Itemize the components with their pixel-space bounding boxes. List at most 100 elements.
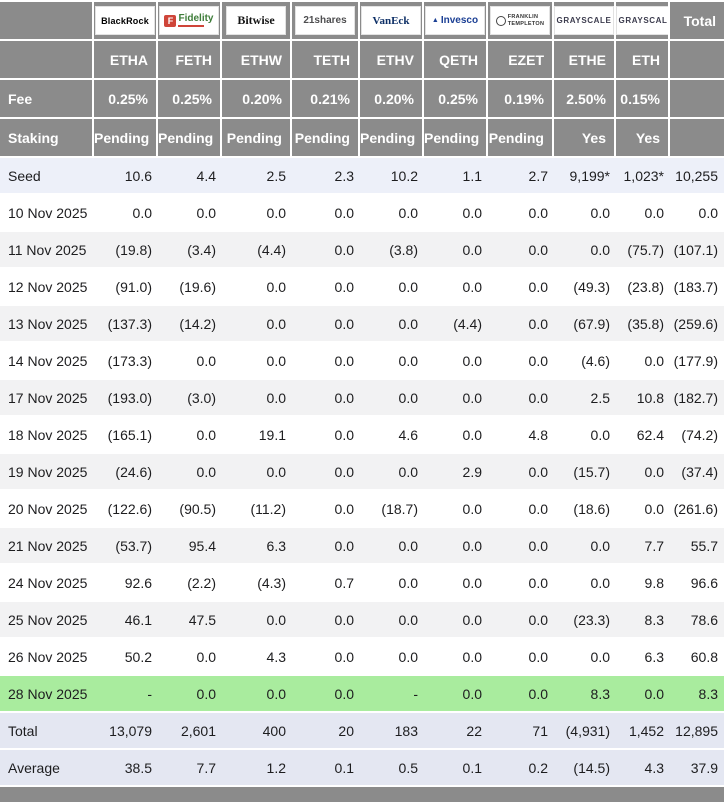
flow-value-cell: 0.0: [554, 195, 616, 232]
flow-value-cell: 0.0: [424, 676, 488, 713]
table-row: 20 Nov 2025 (122.6) (90.5) (11.2) 0.0 (18.7) 0…: [0, 491, 724, 528]
provider-logo-grayscale-ethe: GRAYSCALE: [554, 2, 616, 41]
flow-value-cell: 0.0: [488, 454, 554, 491]
flow-value-cell: 62.4: [616, 417, 670, 454]
flow-value-cell: 9.8: [616, 565, 670, 602]
row-label: Total: [0, 713, 94, 750]
flow-value-cell: 19.1: [222, 417, 292, 454]
row-label: 17 Nov 2025: [0, 380, 94, 417]
flow-value-cell: 78.6: [670, 602, 724, 639]
flow-value-cell: 0.0: [424, 269, 488, 306]
flow-value-cell: 0.0: [488, 343, 554, 380]
flow-value-cell: 0.0: [424, 491, 488, 528]
flow-value-cell: (259.6): [670, 306, 724, 343]
staking-total-cell: [670, 119, 724, 158]
flow-value-cell: 0.0: [292, 343, 360, 380]
fee-cell: 0.15%: [616, 80, 670, 119]
flow-value-cell: 1,452: [616, 713, 670, 750]
staking-cell: Yes: [554, 119, 616, 158]
flow-value-cell: -: [360, 676, 424, 713]
flow-value-cell: 10.2: [360, 158, 424, 195]
flow-value-cell: 0.0: [424, 639, 488, 676]
flow-value-cell: (37.4): [670, 454, 724, 491]
flow-value-cell: 92.6: [94, 565, 158, 602]
fidelity-logo: F Fidelity: [159, 6, 219, 35]
provider-logo-blackrock: BlackRock: [94, 2, 158, 41]
vaneck-logo: VanEck: [361, 6, 421, 35]
flow-value-cell: 0.0: [424, 602, 488, 639]
fidelity-logo-text: Fidelity: [178, 13, 214, 24]
fee-cell: 0.25%: [158, 80, 222, 119]
flow-value-cell: 0.0: [488, 639, 554, 676]
staking-cell: Pending: [424, 119, 488, 158]
flow-value-cell: 0.0: [616, 343, 670, 380]
flow-value-cell: (19.8): [94, 232, 158, 269]
row-label: 20 Nov 2025: [0, 491, 94, 528]
flow-value-cell: (23.8): [616, 269, 670, 306]
flow-value-cell: 0.0: [424, 417, 488, 454]
flow-value-cell: 0.0: [292, 639, 360, 676]
flow-value-cell: 0.1: [424, 750, 488, 787]
flow-value-cell: (49.3): [554, 269, 616, 306]
franklin-circle-icon: [495, 15, 506, 26]
flow-value-cell: 0.0: [360, 639, 424, 676]
invesco-logo: ▲ Invesco: [425, 6, 485, 35]
franklin-logo: FRANKLIN TEMPLETON: [490, 6, 550, 35]
fee-cell: 2.50%: [554, 80, 616, 119]
flow-value-cell: 38.5: [94, 750, 158, 787]
flow-value-cell: 13,079: [94, 713, 158, 750]
flow-value-cell: (24.6): [94, 454, 158, 491]
flow-value-cell: 0.0: [360, 454, 424, 491]
fee-total-cell: [670, 80, 724, 119]
flow-value-cell: 10.8: [616, 380, 670, 417]
flow-value-cell: (122.6): [94, 491, 158, 528]
logo-header-row: BlackRock F Fidelity Bitwise: [0, 2, 724, 41]
flow-value-cell: 0.0: [222, 343, 292, 380]
blackrock-logo-text: BlackRock: [101, 15, 149, 26]
flow-value-cell: 0.0: [360, 565, 424, 602]
flow-value-cell: 0.7: [292, 565, 360, 602]
flow-value-cell: 0.0: [670, 195, 724, 232]
flow-value-cell: 0.0: [360, 195, 424, 232]
flow-value-cell: 1.1: [424, 158, 488, 195]
ticker-cell: ETHV: [360, 41, 424, 80]
table-row: Average 38.5 7.7 1.2 0.1 0.5 0.1 0.2 (14.5) 4.3 37…: [0, 750, 724, 787]
flow-value-cell: 0.0: [488, 565, 554, 602]
flow-value-cell: (3.0): [158, 380, 222, 417]
corner-cell: [0, 2, 94, 41]
fee-cell: 0.25%: [94, 80, 158, 119]
table-row: Seed 10.6 4.4 2.5 2.3 10.2 1.1 2.7 9,199* 1,023* 1…: [0, 158, 724, 195]
flow-value-cell: 0.0: [488, 602, 554, 639]
flow-value-cell: (35.8): [616, 306, 670, 343]
flow-value-cell: (75.7): [616, 232, 670, 269]
table-row: 18 Nov 2025 (165.1) 0.0 19.1 0.0 4.6 0.0 4.8 0.0…: [0, 417, 724, 454]
flow-value-cell: 10.6: [94, 158, 158, 195]
franklin-logo-line1: FRANKLIN: [507, 13, 539, 20]
invesco-triangle-icon: ▲: [431, 17, 439, 24]
etf-flow-table: BlackRock F Fidelity Bitwise: [0, 2, 724, 787]
flow-value-cell: 0.0: [158, 195, 222, 232]
flow-value-cell: 2.5: [222, 158, 292, 195]
flow-value-cell: (74.2): [670, 417, 724, 454]
flow-value-cell: (23.3): [554, 602, 616, 639]
flow-value-cell: (4,931): [554, 713, 616, 750]
flow-value-cell: 0.0: [222, 602, 292, 639]
flow-value-cell: 0.0: [158, 417, 222, 454]
row-label: 24 Nov 2025: [0, 565, 94, 602]
flow-value-cell: 0.0: [222, 195, 292, 232]
flow-value-cell: 2.9: [424, 454, 488, 491]
flow-value-cell: 0.0: [222, 676, 292, 713]
flow-value-cell: 0.0: [158, 454, 222, 491]
table-row: 21 Nov 2025 (53.7) 95.4 6.3 0.0 0.0 0.0 0.0 0.0 7…: [0, 528, 724, 565]
21shares-logo: 21shares: [295, 6, 355, 35]
flow-value-cell: 12,895: [670, 713, 724, 750]
grayscale-logo-text: GRAYSCALE: [556, 16, 612, 25]
flow-value-cell: (4.4): [222, 232, 292, 269]
flow-value-cell: 0.0: [158, 639, 222, 676]
flow-value-cell: 2.3: [292, 158, 360, 195]
flow-value-cell: 0.0: [424, 528, 488, 565]
staking-cell: Yes: [616, 119, 670, 158]
table-row: 17 Nov 2025 (193.0) (3.0) 0.0 0.0 0.0 0.0 0.0 2.…: [0, 380, 724, 417]
flow-value-cell: 4.3: [222, 639, 292, 676]
provider-logo-21shares: 21shares: [292, 2, 360, 41]
